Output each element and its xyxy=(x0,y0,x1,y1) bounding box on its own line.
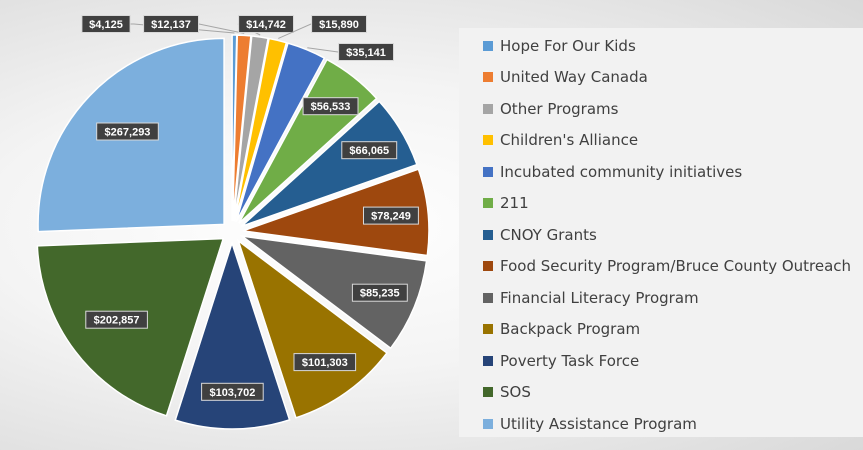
legend-swatch xyxy=(483,324,493,335)
legend-label: Children's Alliance xyxy=(500,131,639,150)
legend-label: Financial Literacy Program xyxy=(500,288,699,307)
data-label-other-programs: $14,742 xyxy=(246,19,286,31)
pie-slice-group xyxy=(174,240,291,430)
pie-slice-cnoy-grants xyxy=(240,100,418,228)
legend-swatch xyxy=(483,166,493,177)
legend-swatch xyxy=(483,103,493,114)
legend-label: Incubated community initiatives xyxy=(500,162,743,181)
pie-slice-financial-literacy-program xyxy=(239,235,428,350)
pie-slice-united-way-canada xyxy=(231,34,252,222)
legend-label: Utility Assistance Program xyxy=(500,414,697,433)
legend-item: Poverty Task Force xyxy=(459,345,863,377)
pie-slice-group xyxy=(236,238,388,419)
pie-slice-other-programs xyxy=(232,35,269,222)
data-label-box xyxy=(143,15,200,33)
legend-swatch xyxy=(483,40,493,51)
pie-slice-group xyxy=(231,34,252,222)
legend-swatch xyxy=(483,229,493,240)
pie-slice-incubated-community-initiatives xyxy=(235,42,326,223)
pie-slice-group xyxy=(233,37,288,222)
data-label-211: $56,533 xyxy=(311,101,351,113)
legend-label: Food Security Program/Bruce County Outre… xyxy=(500,257,852,276)
legend-label: United Way Canada xyxy=(500,68,648,87)
legend-item: Children's Alliance xyxy=(459,125,863,157)
legend-item: United Way Canada xyxy=(459,62,863,94)
legend-swatch xyxy=(483,135,493,146)
legend-item: CNOY Grants xyxy=(459,219,863,251)
legend-item: Utility Assistance Program xyxy=(459,408,863,440)
legend-item: SOS xyxy=(459,377,863,409)
legend-label: 211 xyxy=(500,194,529,213)
legend-label: Other Programs xyxy=(500,99,619,118)
data-label-box xyxy=(338,43,395,61)
pie-svg: $4,125 $12,137 $14,742 $15,890 $35,141 $56,53… xyxy=(36,15,430,430)
chart-legend: Hope For Our Kids United Way Canada Other … xyxy=(459,28,863,437)
data-label-box xyxy=(363,206,419,225)
data-label-box xyxy=(96,122,159,141)
pie-slice-children-s-alliance xyxy=(233,37,288,222)
data-label-hope-for-our-kids: $4,125 xyxy=(89,19,123,31)
data-label-food-security-program-bruce-county-outreach: $78,249 xyxy=(371,211,411,223)
legend-swatch xyxy=(483,198,493,209)
data-label-box xyxy=(311,15,368,33)
legend-swatch xyxy=(483,292,493,303)
legend-item: Other Programs xyxy=(459,93,863,125)
data-label-box xyxy=(293,353,357,372)
legend-item: Incubated community initiatives xyxy=(459,156,863,188)
data-label-cnoy-grants: $66,065 xyxy=(349,145,389,157)
data-label-incubated-community-initiatives: $35,141 xyxy=(346,47,386,59)
legend-swatch xyxy=(483,261,493,272)
data-label-box xyxy=(302,97,359,116)
pie-slice-group xyxy=(235,42,326,223)
legend-label: Backpack Program xyxy=(500,320,641,339)
pie-slice-group xyxy=(232,35,269,222)
legend-item: 211 xyxy=(459,188,863,220)
pie-slice-backpack-program xyxy=(236,238,388,419)
data-label-box xyxy=(341,141,398,160)
data-label-box xyxy=(238,15,295,33)
legend-swatch xyxy=(483,418,493,429)
legend-item: Food Security Program/Bruce County Outre… xyxy=(459,251,863,283)
legend-label: Hope For Our Kids xyxy=(500,36,636,55)
pie-slice-group xyxy=(239,235,428,350)
data-label-box xyxy=(81,15,131,33)
data-label-united-way-canada: $12,137 xyxy=(151,19,191,31)
data-label-backpack-program: $101,303 xyxy=(302,357,348,369)
legend-item: Backpack Program xyxy=(459,314,863,346)
data-label-poverty-task-force: $103,702 xyxy=(209,387,255,399)
pie-slice-group xyxy=(242,168,430,257)
legend-label: CNOY Grants xyxy=(500,225,597,244)
pie-slice-poverty-task-force xyxy=(174,240,291,430)
data-label-children-s-alliance: $15,890 xyxy=(319,19,359,31)
legend-item: Hope For Our Kids xyxy=(459,30,863,62)
legend-item: Financial Literacy Program xyxy=(459,282,863,314)
legend-label: Poverty Task Force xyxy=(500,351,640,370)
pie-slice-food-security-program-bruce-county-outreach xyxy=(242,168,430,257)
pie-chart: $4,125 $12,137 $14,742 $15,890 $35,141 $56,53… xyxy=(36,15,430,430)
data-label-box xyxy=(85,310,148,329)
data-label-box xyxy=(201,382,264,401)
data-label-financial-literacy-program: $85,235 xyxy=(360,288,400,300)
legend-swatch xyxy=(483,387,493,398)
data-label-utility-assistance-program: $267,293 xyxy=(105,127,151,139)
legend-swatch xyxy=(483,355,493,366)
data-label-sos: $202,857 xyxy=(94,315,140,327)
legend-swatch xyxy=(483,72,493,83)
data-label-box xyxy=(351,283,408,302)
pie-slice-group xyxy=(240,100,418,228)
legend-label: SOS xyxy=(500,383,531,402)
